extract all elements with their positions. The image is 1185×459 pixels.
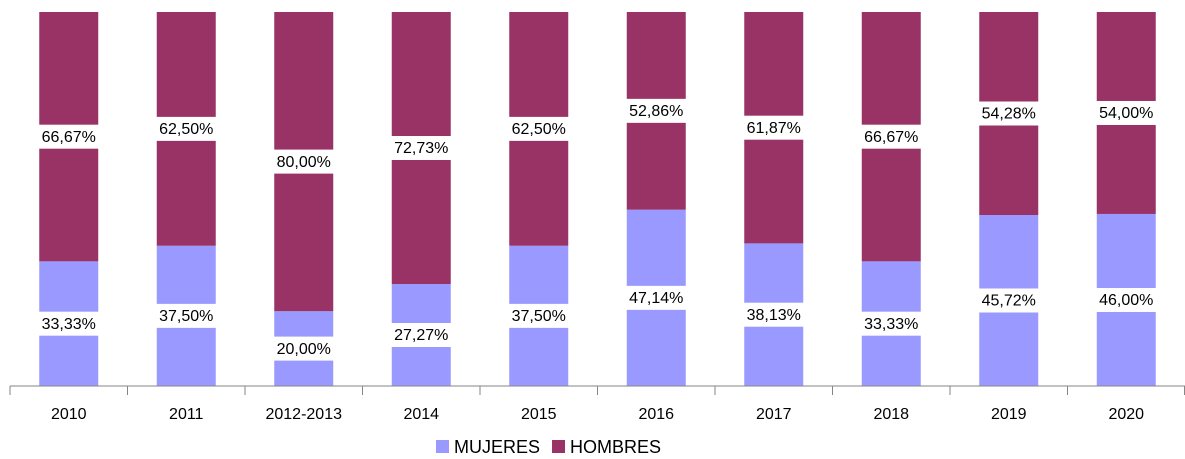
- label-box: [383, 136, 460, 161]
- legend-swatch: [436, 440, 449, 453]
- label-box: [1088, 287, 1165, 312]
- x-tick-label: 2014: [403, 406, 439, 423]
- x-tick-label: 2010: [51, 406, 87, 423]
- label-box: [30, 311, 107, 336]
- label-box: [1088, 100, 1165, 125]
- data-label: 27,27%: [394, 327, 448, 344]
- data-label: 61,87%: [747, 120, 801, 137]
- label-box: [265, 336, 342, 361]
- label-box: [265, 149, 342, 174]
- x-tick-label: 2011: [169, 406, 204, 423]
- label-box: [618, 285, 695, 310]
- label-box: [735, 302, 812, 327]
- label-box: [735, 115, 812, 140]
- x-tick-label: 2012-2013: [265, 406, 342, 423]
- label-box: [30, 124, 107, 149]
- label-box: [970, 288, 1047, 313]
- data-label: 66,67%: [42, 129, 96, 146]
- x-tick-label: 2017: [756, 406, 792, 423]
- label-box: [500, 116, 577, 141]
- data-label: 62,50%: [512, 121, 566, 138]
- label-box: [148, 116, 225, 141]
- x-tick-label: 2019: [991, 406, 1027, 423]
- data-label: 62,50%: [159, 121, 213, 138]
- label-box: [853, 124, 930, 149]
- x-tick-label: 2018: [873, 406, 909, 423]
- data-label: 37,50%: [512, 308, 566, 325]
- legend-label: MUJERES: [454, 437, 540, 457]
- x-tick-label: 2020: [1108, 406, 1144, 423]
- data-label: 72,73%: [394, 140, 448, 157]
- label-box: [383, 323, 460, 348]
- label-box: [853, 311, 930, 336]
- data-label: 45,72%: [982, 293, 1036, 310]
- data-label: 38,13%: [747, 307, 801, 324]
- data-label: 54,28%: [982, 106, 1036, 123]
- x-tick-label: 2015: [521, 406, 557, 423]
- data-label: 33,33%: [42, 316, 96, 333]
- data-label: 47,14%: [629, 290, 683, 307]
- data-label: 33,33%: [864, 316, 918, 333]
- label-box: [500, 303, 577, 328]
- data-label: 54,00%: [1099, 105, 1153, 122]
- data-label: 52,86%: [629, 103, 683, 120]
- data-label: 80,00%: [277, 154, 331, 171]
- data-label: 20,00%: [277, 341, 331, 358]
- label-box: [618, 98, 695, 123]
- data-label: 46,00%: [1099, 292, 1153, 309]
- legend-label: HOMBRES: [570, 437, 661, 457]
- data-label: 37,50%: [159, 308, 213, 325]
- x-tick-label: 2016: [638, 406, 674, 423]
- legend-swatch: [552, 440, 566, 453]
- label-box: [970, 101, 1047, 126]
- label-box: [148, 303, 225, 328]
- data-label: 66,67%: [864, 129, 918, 146]
